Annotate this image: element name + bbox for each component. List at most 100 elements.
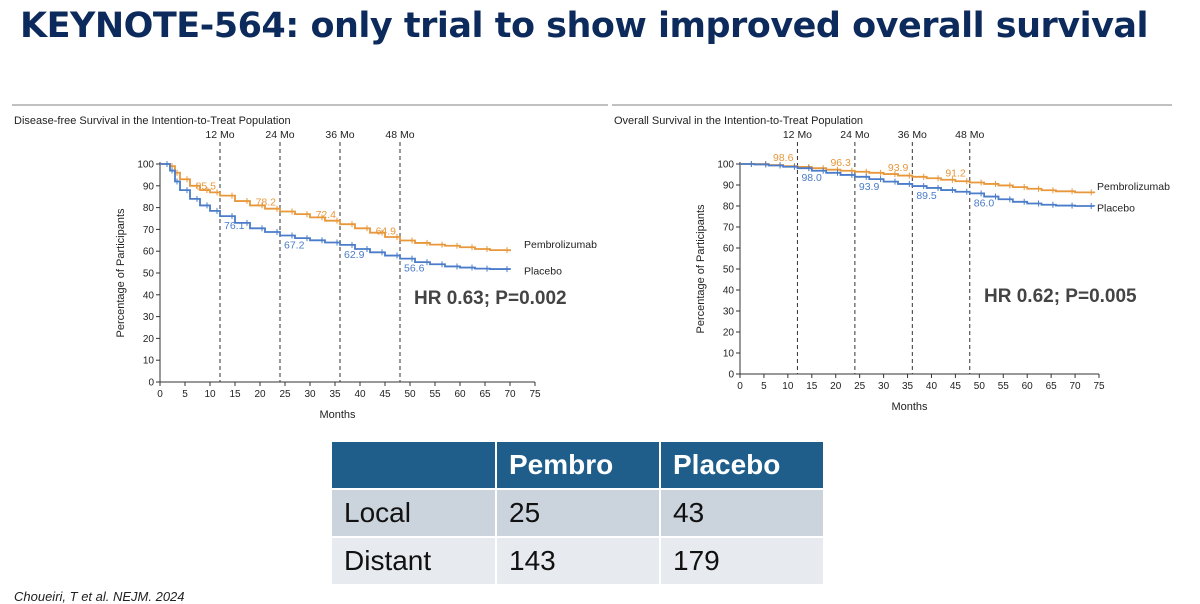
data-label: 56.6 xyxy=(404,263,425,275)
x-tick-label: 25 xyxy=(854,381,866,392)
y-tick-label: 10 xyxy=(143,356,155,367)
y-tick-label: 100 xyxy=(717,160,734,171)
data-label: 62.9 xyxy=(344,249,365,261)
y-axis-label: Percentage of Participants xyxy=(695,204,707,334)
milestone-label: 36 Mo xyxy=(898,129,927,141)
data-label: 91.2 xyxy=(945,167,966,179)
data-label: 67.2 xyxy=(284,240,305,252)
slide-title: KEYNOTE-564: only trial to show improved… xyxy=(20,6,1149,46)
y-tick-label: 40 xyxy=(143,290,155,301)
x-tick-label: 75 xyxy=(529,389,541,400)
data-label: 96.3 xyxy=(830,157,851,169)
table-cell-pembro: 143 xyxy=(495,536,661,586)
y-tick-label: 20 xyxy=(143,334,155,345)
milestone-label: 24 Mo xyxy=(265,129,294,141)
table-cell-placebo: 43 xyxy=(659,488,825,538)
chart-title: Overall Survival in the Intention-to-Tre… xyxy=(614,115,863,127)
table-header-row: Pembro Placebo xyxy=(330,440,825,490)
x-tick-label: 40 xyxy=(354,389,366,400)
data-label: 98.6 xyxy=(773,152,794,164)
legend-pembrolizumab: Pembrolizumab xyxy=(1097,181,1170,193)
x-tick-label: 0 xyxy=(157,389,163,400)
chart-title: Disease-free Survival in the Intention-t… xyxy=(14,115,291,127)
data-label: 76.1 xyxy=(224,220,245,232)
milestone-label: 12 Mo xyxy=(783,129,812,141)
table-header-placebo: Placebo xyxy=(659,440,825,490)
citation: Choueiri, T et al. NEJM. 2024 xyxy=(14,589,185,604)
data-label: 93.9 xyxy=(888,162,909,174)
os-chart-panel: Overall Survival in the Intention-to-Tre… xyxy=(612,104,1172,424)
milestone-label: 48 Mo xyxy=(955,129,984,141)
x-tick-label: 55 xyxy=(429,389,441,400)
table-header-blank xyxy=(330,440,497,490)
x-tick-label: 10 xyxy=(782,381,794,392)
milestone-label: 36 Mo xyxy=(325,129,354,141)
legend-placebo: Placebo xyxy=(524,266,562,278)
x-tick-label: 65 xyxy=(1046,381,1058,392)
series-line-placebo xyxy=(740,163,1096,207)
x-tick-label: 50 xyxy=(974,381,986,392)
y-tick-label: 90 xyxy=(723,181,735,192)
x-tick-label: 20 xyxy=(830,381,842,392)
y-tick-label: 30 xyxy=(143,312,155,323)
data-label: 89.5 xyxy=(916,190,937,202)
table-cell-placebo: 179 xyxy=(659,536,825,586)
y-tick-label: 90 xyxy=(143,181,155,192)
series-line-pembrolizumab xyxy=(740,163,1096,194)
y-tick-label: 50 xyxy=(723,265,735,276)
milestone-label: 24 Mo xyxy=(840,129,869,141)
y-tick-label: 100 xyxy=(137,160,154,171)
x-tick-label: 45 xyxy=(950,381,962,392)
recurrence-table: Pembro Placebo Local 25 43 Distant 143 1… xyxy=(330,440,825,586)
y-tick-label: 50 xyxy=(143,269,155,280)
x-tick-label: 5 xyxy=(761,381,767,392)
series-line-pembrolizumab xyxy=(160,163,511,252)
x-tick-label: 75 xyxy=(1093,381,1105,392)
table-cell-pembro: 25 xyxy=(495,488,661,538)
table-header-pembro: Pembro xyxy=(495,440,661,490)
x-tick-label: 55 xyxy=(998,381,1010,392)
data-label: 85.5 xyxy=(196,181,217,193)
y-tick-label: 40 xyxy=(723,286,735,297)
y-tick-label: 70 xyxy=(723,223,735,234)
y-tick-label: 60 xyxy=(143,247,155,258)
x-tick-label: 20 xyxy=(254,389,266,400)
table-cell-label: Distant xyxy=(330,536,497,586)
x-tick-label: 35 xyxy=(902,381,914,392)
data-label: 93.9 xyxy=(859,181,880,193)
x-tick-label: 60 xyxy=(454,389,466,400)
y-tick-label: 0 xyxy=(148,378,154,389)
x-tick-label: 30 xyxy=(878,381,890,392)
table-cell-label: Local xyxy=(330,488,497,538)
dfs-chart-panel: Disease-free Survival in the Intention-t… xyxy=(12,104,608,434)
x-tick-label: 35 xyxy=(329,389,341,400)
y-tick-label: 10 xyxy=(723,349,735,360)
data-label: 98.0 xyxy=(801,172,822,184)
x-tick-label: 30 xyxy=(304,389,316,400)
x-tick-label: 40 xyxy=(926,381,938,392)
table-row-local: Local 25 43 xyxy=(330,488,825,538)
data-label: 78.2 xyxy=(256,197,277,209)
y-tick-label: 0 xyxy=(728,370,734,381)
data-label: 86.0 xyxy=(974,197,995,209)
table-row-distant: Distant 143 179 xyxy=(330,536,825,586)
data-label: 72.4 xyxy=(316,209,337,221)
os-chart: Overall Survival in the Intention-to-Tre… xyxy=(612,104,1172,413)
y-tick-label: 20 xyxy=(723,328,735,339)
dfs-chart: Disease-free Survival in the Intention-t… xyxy=(12,104,608,421)
x-axis-label: Months xyxy=(319,409,356,421)
y-tick-label: 80 xyxy=(723,202,735,213)
milestone-label: 48 Mo xyxy=(385,129,414,141)
y-tick-label: 80 xyxy=(143,203,155,214)
y-tick-label: 30 xyxy=(723,307,735,318)
x-tick-label: 50 xyxy=(404,389,416,400)
x-tick-label: 70 xyxy=(1070,381,1082,392)
y-axis-label: Percentage of Participants xyxy=(115,208,127,338)
legend-pembrolizumab: Pembrolizumab xyxy=(524,239,597,251)
y-tick-label: 70 xyxy=(143,225,155,236)
x-tick-label: 5 xyxy=(182,389,188,400)
hazard-ratio-annotation: HR 0.63; P=0.002 xyxy=(414,288,567,309)
x-tick-label: 25 xyxy=(279,389,291,400)
hazard-ratio-annotation: HR 0.62; P=0.005 xyxy=(984,286,1137,307)
x-tick-label: 60 xyxy=(1022,381,1034,392)
